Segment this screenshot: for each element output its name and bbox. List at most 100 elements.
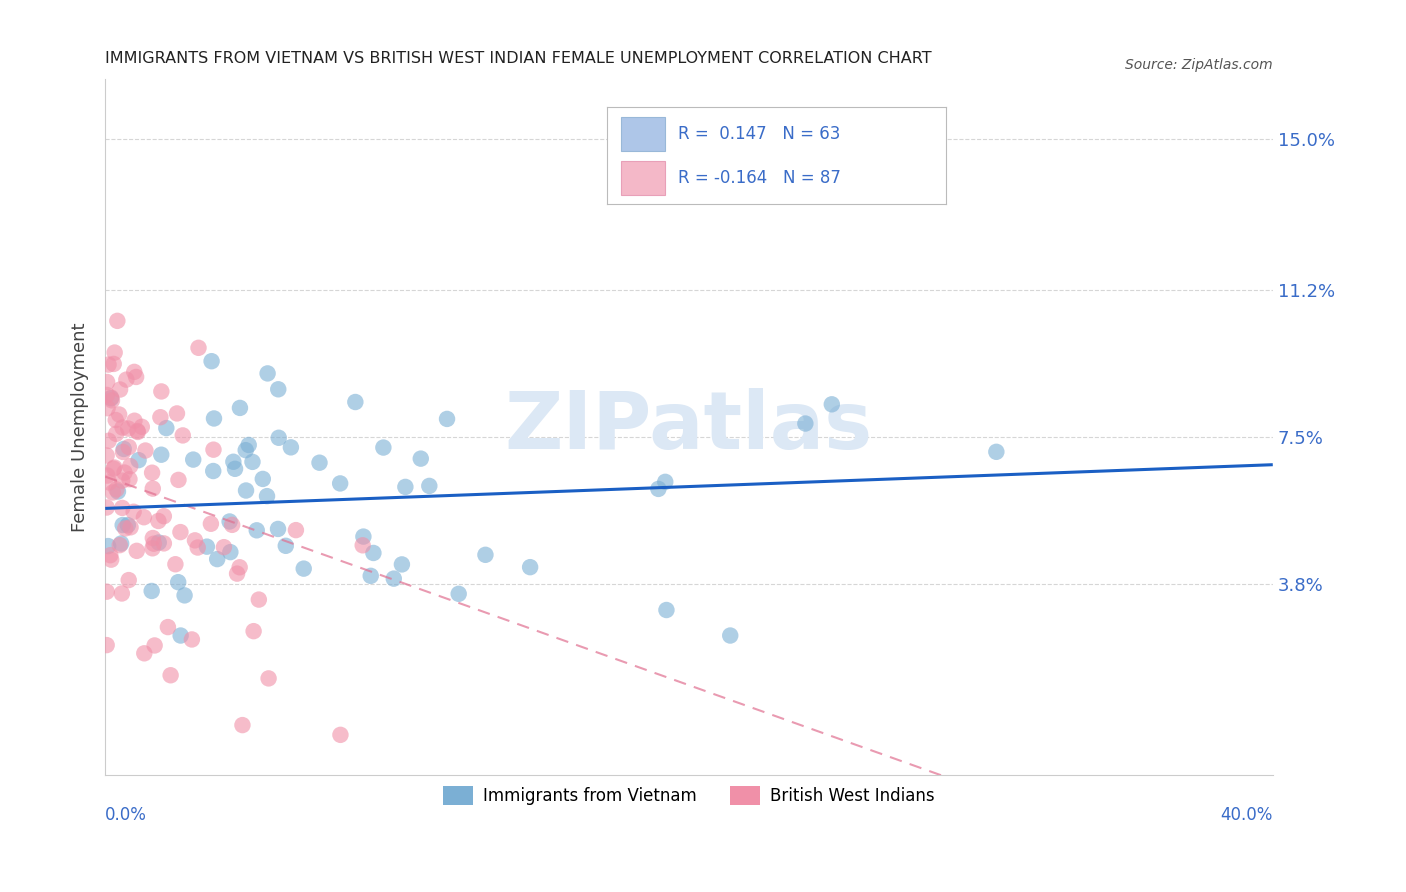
Point xyxy=(231,718,253,732)
Point xyxy=(242,455,264,469)
Y-axis label: Female Unemployment: Female Unemployment xyxy=(72,322,89,532)
Point xyxy=(284,523,307,537)
Point xyxy=(127,425,149,439)
Point xyxy=(222,455,245,469)
Point xyxy=(274,539,297,553)
Point xyxy=(329,728,352,742)
Point xyxy=(97,358,120,372)
Text: 0.0%: 0.0% xyxy=(105,805,148,824)
Point xyxy=(219,545,242,559)
Text: Source: ZipAtlas.com: Source: ZipAtlas.com xyxy=(1125,58,1272,72)
Point xyxy=(132,510,155,524)
Point xyxy=(224,462,246,476)
Point xyxy=(654,475,676,489)
Point xyxy=(363,546,385,560)
Point xyxy=(212,540,235,554)
Point xyxy=(98,548,121,562)
Point xyxy=(117,421,139,435)
Point xyxy=(167,575,190,590)
Point xyxy=(474,548,496,562)
Point xyxy=(352,530,374,544)
Text: 40.0%: 40.0% xyxy=(1220,805,1272,824)
Point xyxy=(436,412,458,426)
Point xyxy=(655,603,678,617)
Point xyxy=(373,441,395,455)
Point xyxy=(96,584,118,599)
Point xyxy=(118,440,141,454)
Point xyxy=(104,413,127,427)
Point xyxy=(292,561,315,575)
Point xyxy=(447,587,470,601)
Point xyxy=(118,573,141,587)
Point xyxy=(96,638,118,652)
Point xyxy=(108,408,131,422)
Point xyxy=(142,531,165,545)
Point xyxy=(103,460,125,475)
Point xyxy=(142,482,165,496)
Point xyxy=(120,520,142,534)
Point xyxy=(98,475,121,490)
Point xyxy=(141,541,163,556)
Point xyxy=(257,672,280,686)
Point xyxy=(149,410,172,425)
Point xyxy=(111,518,134,533)
Point xyxy=(105,314,128,328)
Point xyxy=(229,401,252,415)
Point xyxy=(238,438,260,452)
Point xyxy=(218,515,240,529)
Point xyxy=(112,445,135,459)
Point xyxy=(169,628,191,642)
Point xyxy=(103,461,125,475)
Point xyxy=(165,558,187,572)
Point xyxy=(221,517,243,532)
Point xyxy=(242,624,264,639)
Point xyxy=(105,426,128,441)
Point xyxy=(267,382,290,396)
Point xyxy=(150,384,173,399)
Point xyxy=(107,484,129,499)
Point xyxy=(418,479,440,493)
Point xyxy=(120,459,142,474)
Point xyxy=(122,365,145,379)
Point xyxy=(142,537,165,551)
Point xyxy=(172,428,194,442)
Point xyxy=(100,391,122,405)
Point xyxy=(187,341,209,355)
Point xyxy=(360,569,382,583)
Point xyxy=(97,539,120,553)
Point xyxy=(108,383,131,397)
Point xyxy=(114,521,136,535)
Point xyxy=(246,524,269,538)
Point xyxy=(195,540,218,554)
Point xyxy=(131,419,153,434)
Point xyxy=(235,483,257,498)
Point xyxy=(111,500,134,515)
Point xyxy=(150,448,173,462)
Text: ZIPatlas: ZIPatlas xyxy=(505,388,873,466)
Point xyxy=(114,466,136,480)
Point xyxy=(344,395,367,409)
Point xyxy=(111,420,134,434)
Point xyxy=(101,393,124,408)
Point xyxy=(352,538,374,552)
Point xyxy=(647,482,669,496)
Point xyxy=(184,533,207,548)
Point xyxy=(125,370,148,384)
Point xyxy=(308,456,330,470)
Point xyxy=(180,632,202,647)
Point xyxy=(202,464,225,478)
Point xyxy=(110,536,132,550)
Point xyxy=(148,535,170,549)
Point xyxy=(141,584,163,599)
Point xyxy=(267,431,290,445)
Point xyxy=(329,476,352,491)
Point xyxy=(181,452,204,467)
Point xyxy=(103,357,125,371)
Point xyxy=(235,443,257,458)
Point xyxy=(118,472,141,486)
Point xyxy=(519,560,541,574)
Point xyxy=(247,592,270,607)
Point xyxy=(111,474,134,488)
Point xyxy=(96,388,118,402)
Point xyxy=(117,518,139,533)
